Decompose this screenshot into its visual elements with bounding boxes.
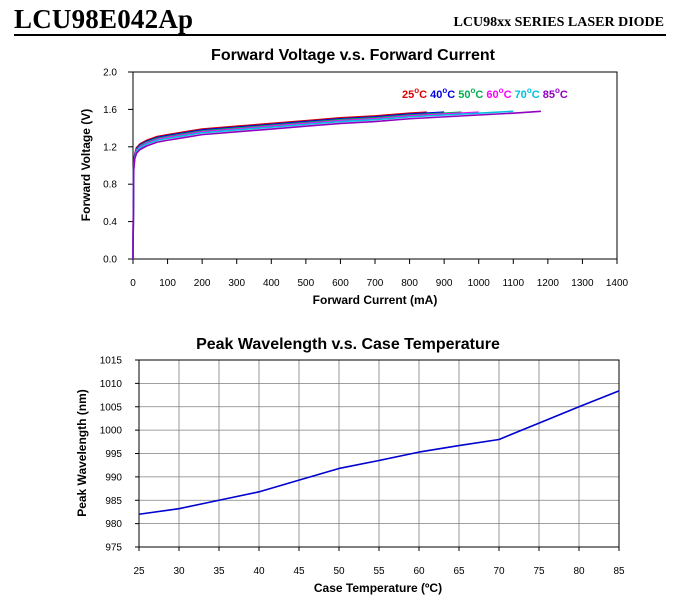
chart2-x-tick-label-9: 70 xyxy=(493,566,505,577)
chart1-x-tick-label-10: 1000 xyxy=(468,278,491,289)
chart1-y-tick-label-5: 2.0 xyxy=(103,68,117,79)
chart2-title: Peak Wavelength v.s. Case Temperature xyxy=(196,336,500,353)
chart1-series-line-3 xyxy=(132,111,479,260)
chart1-x-tick-label-11: 1100 xyxy=(503,278,525,289)
chart1-x-tick-label-7: 700 xyxy=(367,278,384,289)
chart1-x-tick-label-4: 400 xyxy=(263,278,280,289)
chart2-x-tick-label-1: 30 xyxy=(173,566,185,577)
legend-25-deg: o xyxy=(414,86,419,95)
legend-60: 60 xyxy=(486,89,498,101)
chart2-y-tick-label-0: 975 xyxy=(105,543,122,554)
legend-40-unit: C xyxy=(447,89,458,101)
chart2-y-tick-label-2: 985 xyxy=(105,496,122,507)
chart2-y-tick-label-7: 1010 xyxy=(100,379,123,390)
chart2-x-tick-label-2: 35 xyxy=(213,566,225,577)
part-number-title: LCU98E042Ap xyxy=(14,4,194,34)
chart1-y-tick-label-4: 1.6 xyxy=(103,105,117,116)
chart1-series-line-4 xyxy=(132,110,514,260)
chart1-x-tick-label-12: 1200 xyxy=(537,278,560,289)
legend-85-deg: o xyxy=(555,86,560,95)
chart2-y-tick-label-3: 990 xyxy=(105,472,122,483)
chart2-y-tick-label-1: 980 xyxy=(105,519,122,530)
chart1-x-tick-label-14: 1400 xyxy=(606,278,629,289)
legend-85: 85 xyxy=(543,89,555,101)
header-rule xyxy=(14,34,666,36)
chart2-x-tick-label-12: 85 xyxy=(613,566,625,577)
legend-50: 50 xyxy=(458,89,470,101)
chart1-x-tick-label-13: 1300 xyxy=(571,278,594,289)
chart1-x-axis-label: Forward Current (mA) xyxy=(313,293,438,307)
chart1-x-tick-label-3: 300 xyxy=(228,278,245,289)
legend-70-deg: o xyxy=(527,86,532,95)
chart1-series-line-5 xyxy=(132,110,541,260)
chart2-x-tick-label-11: 80 xyxy=(573,566,585,577)
legend-25: 25 xyxy=(402,89,414,101)
chart2-x-tick-label-0: 25 xyxy=(133,566,145,577)
chart2-x-tick-label-10: 75 xyxy=(533,566,545,577)
chart2-x-tick-label-6: 55 xyxy=(373,566,385,577)
chart1-x-tick-label-0: 0 xyxy=(130,278,136,289)
chart2-series-line-0 xyxy=(138,390,620,516)
chart1-x-tick-label-5: 500 xyxy=(298,278,315,289)
legend-40: 40 xyxy=(430,89,442,101)
forward-voltage-chart: Forward Voltage v.s. Forward Current For… xyxy=(79,47,629,307)
chart1-y-tick-label-1: 0.4 xyxy=(103,217,117,228)
legend-60-deg: o xyxy=(499,86,504,95)
chart2-x-tick-label-3: 40 xyxy=(253,566,265,577)
legend-50-unit: C xyxy=(475,89,486,101)
legend-70-unit: C xyxy=(532,89,543,101)
chart1-y-axis-label: Forward Voltage (V) xyxy=(79,109,93,221)
chart1-y-tick-label-2: 0.8 xyxy=(103,180,117,191)
chart2-x-tick-label-8: 65 xyxy=(453,566,465,577)
chart2-x-tick-label-4: 45 xyxy=(293,566,305,577)
peak-wavelength-chart: Peak Wavelength v.s. Case Temperature Ca… xyxy=(75,336,625,595)
legend-60-unit: C xyxy=(504,89,515,101)
chart2-y-axis-label: Peak Wavelength (nm) xyxy=(75,389,89,517)
chart1-series-line-2 xyxy=(132,111,462,260)
chart2-x-tick-label-7: 60 xyxy=(413,566,425,577)
chart2-y-tick-label-8: 1015 xyxy=(100,356,123,367)
chart1-x-tick-label-9: 900 xyxy=(436,278,453,289)
chart2-y-tick-label-5: 1000 xyxy=(100,426,123,437)
chart1-legend: 25oC 40oC 50oC 60oC 70oC 85oC xyxy=(402,86,568,101)
chart2-y-tick-label-6: 1005 xyxy=(100,402,123,413)
chart2-x-tick-label-5: 50 xyxy=(333,566,345,577)
legend-85-unit: C xyxy=(560,89,568,101)
chart1-x-tick-label-8: 800 xyxy=(401,278,418,289)
legend-70: 70 xyxy=(515,89,527,101)
chart1-y-tick-label-0: 0.0 xyxy=(103,255,117,266)
chart1-title: Forward Voltage v.s. Forward Current xyxy=(211,47,496,64)
legend-25-unit: C xyxy=(419,89,430,101)
chart1-x-tick-label-6: 600 xyxy=(332,278,349,289)
chart1-y-tick-label-3: 1.2 xyxy=(103,142,117,153)
series-subtitle: LCU98xx SERIES LASER DIODE xyxy=(453,15,664,30)
legend-40-deg: o xyxy=(442,86,447,95)
chart2-y-tick-label-4: 995 xyxy=(105,449,122,460)
legend-50-deg: o xyxy=(471,86,476,95)
chart1-x-tick-label-1: 100 xyxy=(159,278,176,289)
chart2-x-axis-label: Case Temperature (ºC) xyxy=(314,581,442,595)
chart1-x-tick-label-2: 200 xyxy=(194,278,211,289)
